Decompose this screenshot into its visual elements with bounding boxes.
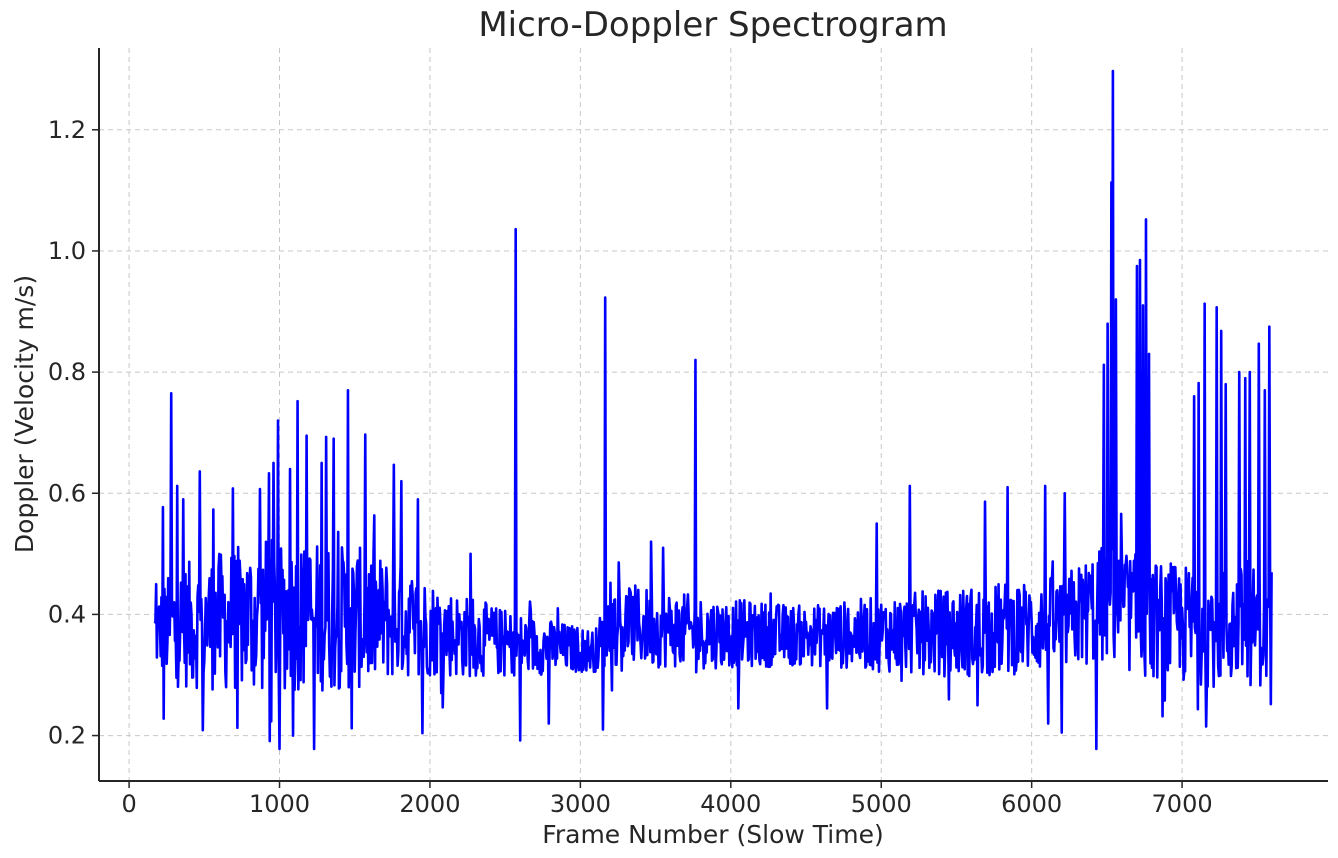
y-tick-label: 0.4 (48, 600, 86, 628)
y-tick-label: 0.2 (48, 722, 86, 750)
x-tick-label: 3000 (550, 790, 611, 818)
x-tick-label: 6000 (1001, 790, 1062, 818)
x-tick-label: 7000 (1152, 790, 1213, 818)
tick-layer: 0 1000 2000 3000 4000 5000 6000 7000 0.2 0.4 0.6 0.… (48, 116, 1213, 818)
x-tick-label: 4000 (700, 790, 761, 818)
y-tick-label: 0.8 (48, 358, 86, 386)
x-tick-label: 1000 (249, 790, 310, 818)
y-axis-label: Doppler (Velocity m/s) (10, 275, 39, 553)
chart-title: Micro-Doppler Spectrogram (478, 5, 947, 45)
x-tick-label: 0 (121, 790, 136, 818)
series-layer (155, 71, 1272, 749)
x-tick-label: 2000 (399, 790, 460, 818)
y-tick-label: 0.6 (48, 479, 86, 507)
x-tick-label: 5000 (851, 790, 912, 818)
series-line-doppler (155, 71, 1272, 749)
y-tick-label: 1.2 (48, 116, 86, 144)
y-tick-label: 1.0 (48, 237, 86, 265)
x-axis-label: Frame Number (Slow Time) (542, 820, 883, 849)
